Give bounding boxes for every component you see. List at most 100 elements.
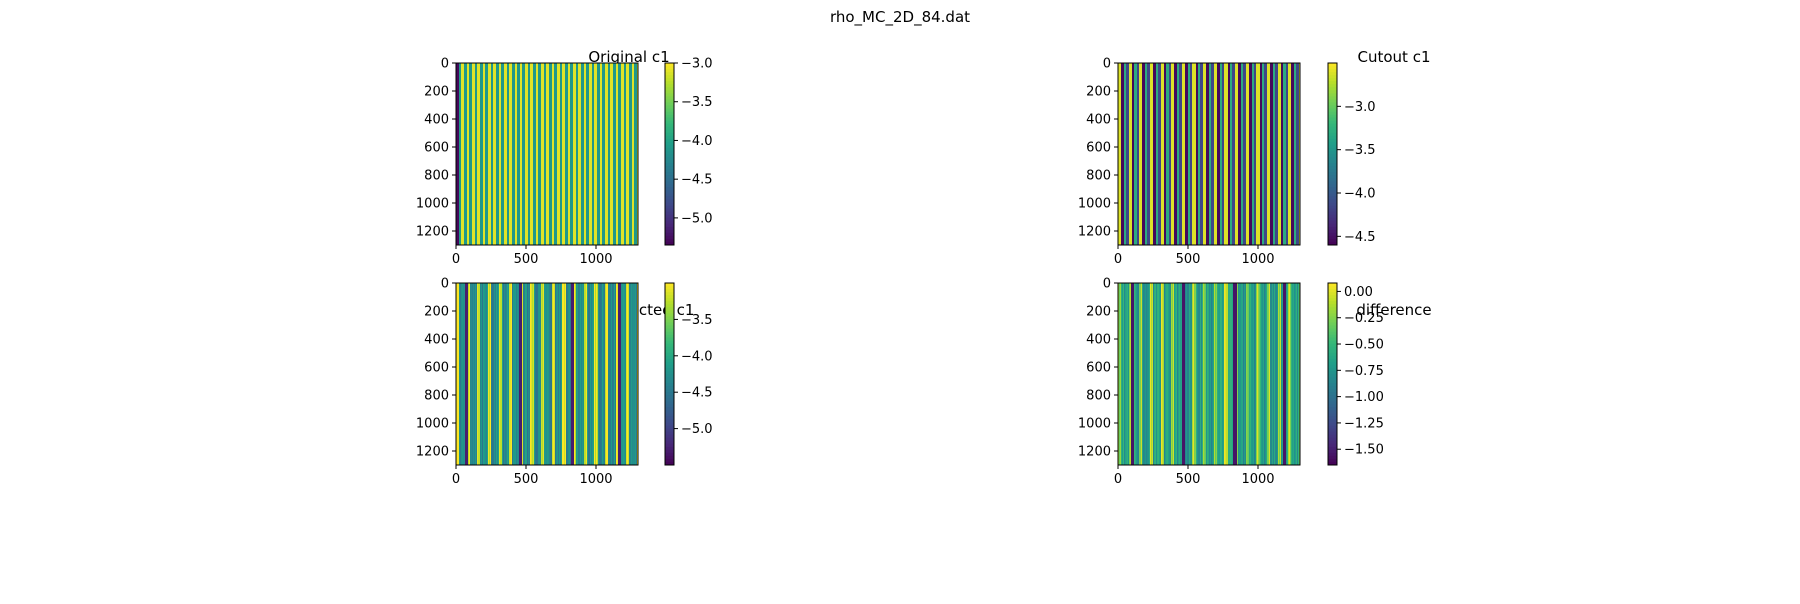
heatmap-column <box>1297 283 1299 465</box>
colorbar-segment <box>665 111 674 115</box>
heatmap-column <box>1273 283 1275 465</box>
heatmap-column <box>1156 63 1158 245</box>
y-tick-label: 1000 <box>1078 417 1111 432</box>
heatmap-column <box>1180 283 1182 465</box>
heatmap-column <box>1209 63 1211 245</box>
heatmap-column <box>1291 283 1293 465</box>
panel-title: Original c1 <box>588 48 669 66</box>
heatmap-column <box>1248 63 1250 245</box>
colorbar-segment <box>665 211 674 216</box>
heatmap-column <box>1238 283 1240 465</box>
colorbar-segment <box>1328 431 1337 436</box>
heatmap-column <box>493 63 495 245</box>
heatmap-column <box>1149 283 1151 465</box>
colorbar-tick-label: −4.5 <box>681 173 713 188</box>
heatmap-column <box>469 283 471 465</box>
colorbar-segment <box>665 175 674 179</box>
heatmap-column <box>1154 283 1156 465</box>
heatmap-image <box>456 283 639 465</box>
heatmap-column <box>569 63 571 245</box>
heatmap-column <box>559 283 561 465</box>
heatmap-column <box>1239 63 1241 245</box>
colorbar-segment <box>665 102 674 106</box>
colorbar-segment <box>1328 208 1337 213</box>
heatmap-column <box>619 283 621 465</box>
colorbar: 0.00 −0.25 −0.50 −0.75 −1.00 −1.25 −1.50 <box>1327 282 1384 466</box>
colorbar-segment <box>1328 141 1337 146</box>
heatmap-column <box>1221 283 1223 465</box>
colorbar-segment <box>1328 102 1337 106</box>
colorbar-segment <box>665 114 674 118</box>
heatmap-column <box>1153 63 1155 245</box>
heatmap-column <box>1134 63 1136 245</box>
y-axis: 0 200 400 600 800 1000 1200 <box>416 57 456 240</box>
heatmap-column <box>1156 283 1158 465</box>
colorbar-segment <box>665 401 674 405</box>
heatmap-column <box>1146 63 1148 245</box>
y-tick-label: 800 <box>424 169 449 184</box>
colorbar-segment <box>1328 304 1337 308</box>
heatmap-column <box>1234 63 1236 245</box>
colorbar-segment <box>665 178 674 182</box>
heatmap-column <box>1193 283 1195 465</box>
colorbar-segment <box>1328 75 1337 79</box>
colorbar-segment <box>665 304 674 308</box>
heatmap-column <box>1298 63 1300 245</box>
colorbar-segment <box>1328 383 1337 387</box>
heatmap-column <box>1173 63 1175 245</box>
heatmap-column <box>462 63 464 245</box>
heatmap-column <box>1271 63 1273 245</box>
heatmap-column <box>513 63 515 245</box>
heatmap-column <box>1278 283 1280 465</box>
heatmap-column <box>530 283 532 465</box>
colorbar-segment <box>1328 178 1337 182</box>
colorbar-segment <box>1328 325 1337 329</box>
heatmap-column <box>1219 283 1221 465</box>
heatmap-column <box>1142 63 1144 245</box>
heatmap-column <box>471 63 473 245</box>
heatmap-column <box>1245 283 1247 465</box>
heatmap-column <box>468 283 470 465</box>
heatmap-column <box>1264 63 1266 245</box>
colorbar-segment <box>665 292 674 296</box>
heatmap-column <box>1180 63 1182 245</box>
colorbar-segment <box>1328 386 1337 390</box>
heatmap-column <box>571 283 573 465</box>
heatmap-column <box>1274 63 1276 245</box>
heatmap-column <box>464 63 466 245</box>
heatmap-column <box>1176 283 1178 465</box>
heatmap-column <box>491 63 493 245</box>
heatmap-column <box>560 283 562 465</box>
heatmap-column <box>598 63 600 245</box>
heatmap-column <box>1167 63 1169 245</box>
heatmap-column <box>1184 63 1186 245</box>
heatmap-column <box>556 63 558 245</box>
heatmap-column <box>463 63 465 245</box>
heatmap-column <box>1183 63 1185 245</box>
heatmap-column <box>627 283 629 465</box>
axes-frame <box>1117 282 1301 466</box>
heatmap-column <box>516 63 518 245</box>
heatmap-column <box>1182 283 1184 465</box>
heatmap-column <box>608 283 610 465</box>
heatmap-column <box>538 283 540 465</box>
heatmap-column <box>506 283 508 465</box>
heatmap-column <box>583 63 585 245</box>
heatmap-column <box>1189 283 1191 465</box>
heatmap-column <box>1198 63 1200 245</box>
colorbar-segment <box>665 220 674 225</box>
heatmap-column <box>610 283 612 465</box>
colorbar-segment <box>665 434 674 439</box>
heatmap-column <box>1259 63 1261 245</box>
heatmap-column <box>496 63 498 245</box>
heatmap-column <box>1244 63 1246 245</box>
heatmap-column <box>1277 283 1279 465</box>
colorbar-segment <box>665 449 674 454</box>
colorbar-segment <box>1328 319 1337 323</box>
heatmap-column <box>1171 283 1173 465</box>
heatmap-column <box>600 283 602 465</box>
colorbar-segment <box>1328 434 1337 439</box>
heatmap-column <box>1297 63 1299 245</box>
heatmap-column <box>1155 63 1157 245</box>
heatmap-column <box>1296 63 1298 245</box>
